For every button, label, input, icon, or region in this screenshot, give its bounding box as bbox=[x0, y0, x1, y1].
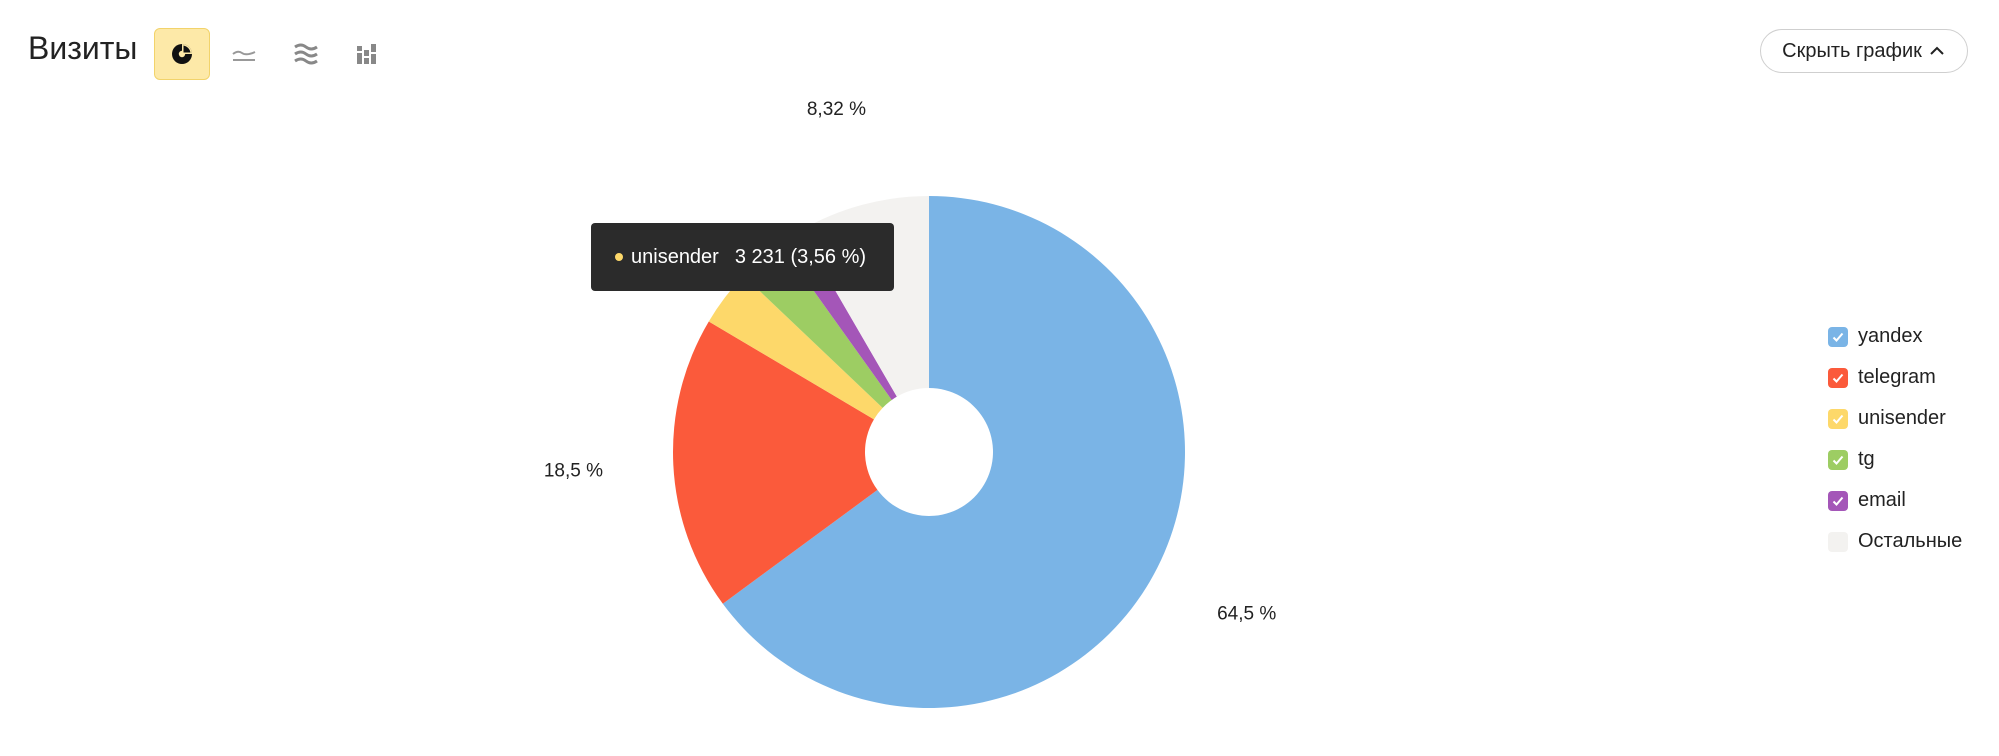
chevron-up-icon bbox=[1930, 46, 1944, 55]
slice-label-telegram: 18,5 % bbox=[544, 461, 603, 482]
pie-chart-icon bbox=[172, 44, 192, 64]
tooltip-value: 3 231 (3,56 %) bbox=[734, 245, 867, 268]
legend-item-остальные[interactable]: Остальные bbox=[1828, 521, 1962, 562]
slice-label-yandex: 64,5 % bbox=[1217, 604, 1276, 625]
pie-slice-yandex[interactable] bbox=[722, 196, 1185, 709]
legend-checkbox[interactable] bbox=[1828, 449, 1848, 470]
chart-tooltip: unisender 3 231 (3,56 %) bbox=[591, 223, 894, 291]
legend-label: telegram bbox=[1858, 366, 1936, 388]
line-chart-icon bbox=[232, 50, 256, 61]
slice-label-остальные: 8,32 % bbox=[807, 99, 866, 120]
checkmark-icon bbox=[1832, 496, 1844, 506]
pie-slice-telegram[interactable] bbox=[673, 321, 878, 604]
legend-label: yandex bbox=[1858, 325, 1923, 347]
legend-checkbox[interactable] bbox=[1828, 326, 1848, 347]
hide-chart-label: Скрыть график bbox=[1782, 39, 1922, 62]
checkmark-icon bbox=[1832, 373, 1844, 383]
legend-label: Остальные bbox=[1858, 530, 1963, 552]
checkmark-icon bbox=[1832, 455, 1844, 465]
area-chart-icon bbox=[294, 43, 318, 65]
tooltip-series-dot bbox=[615, 253, 623, 261]
legend-checkbox[interactable] bbox=[1828, 367, 1848, 388]
legend-item-yandex[interactable]: yandex bbox=[1828, 316, 1962, 357]
legend-label: tg bbox=[1858, 448, 1875, 470]
legend-checkbox[interactable] bbox=[1828, 531, 1848, 552]
checkmark-icon bbox=[1832, 332, 1844, 342]
hide-chart-button[interactable]: Скрыть график bbox=[1760, 29, 1968, 73]
legend-item-tg[interactable]: tg bbox=[1828, 439, 1962, 480]
line-chart-button[interactable] bbox=[216, 28, 272, 80]
chart-title: Визиты bbox=[28, 30, 138, 66]
chart-legend: yandex telegram unisender tg email Остальные bbox=[1828, 316, 1962, 562]
bar-chart-icon bbox=[357, 44, 376, 64]
tooltip-series-name: unisender bbox=[631, 245, 719, 268]
legend-item-telegram[interactable]: telegram bbox=[1828, 357, 1962, 398]
legend-checkbox[interactable] bbox=[1828, 490, 1848, 511]
chart-type-switcher bbox=[154, 28, 396, 80]
legend-checkbox[interactable] bbox=[1828, 408, 1848, 429]
legend-label: unisender bbox=[1858, 407, 1946, 429]
pie-chart-button[interactable] bbox=[154, 28, 210, 80]
pie-slice-unisender[interactable] bbox=[708, 275, 883, 420]
area-chart-button[interactable] bbox=[278, 28, 334, 80]
legend-item-unisender[interactable]: unisender bbox=[1828, 398, 1962, 439]
legend-item-email[interactable]: email bbox=[1828, 480, 1962, 521]
bar-chart-button[interactable] bbox=[340, 28, 396, 80]
legend-label: email bbox=[1858, 489, 1906, 511]
checkmark-icon bbox=[1832, 414, 1844, 424]
